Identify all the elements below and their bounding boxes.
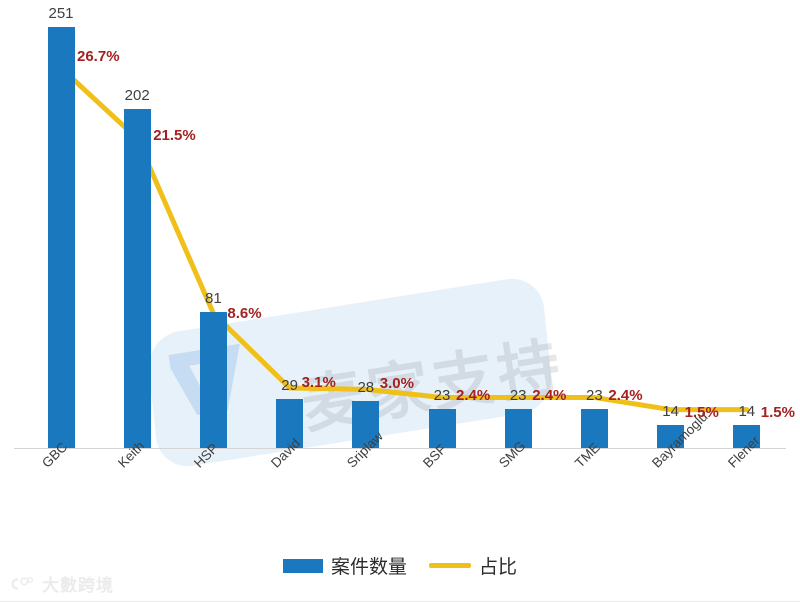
- legend-item-case-count[interactable]: 案件数量: [282, 552, 407, 579]
- percentage-label: 1.5%: [684, 403, 719, 421]
- bar-value-label: 14: [738, 402, 756, 420]
- legend-label: 案件数量: [330, 556, 407, 578]
- bar-smg[interactable]: [504, 409, 532, 448]
- bar-value-label: 23: [586, 387, 603, 405]
- percentage-label: 3.1%: [301, 373, 336, 391]
- percentage-line: [58, 65, 750, 413]
- bar-keith[interactable]: [123, 109, 151, 448]
- bar-bayramoglu[interactable]: [657, 424, 685, 448]
- brand-name: 大數跨境: [42, 576, 114, 596]
- legend-bar-swatch-icon: [282, 558, 323, 573]
- legend-item-percentage[interactable]: 占比: [429, 552, 517, 579]
- bar-hsp[interactable]: [199, 312, 227, 448]
- bar-flener[interactable]: [733, 424, 761, 448]
- bar-gbc[interactable]: [47, 27, 75, 448]
- bar-sriplaw[interactable]: [352, 401, 380, 448]
- percentage-label: 21.5%: [153, 126, 196, 144]
- bar-david[interactable]: [276, 399, 304, 448]
- bar-bsf[interactable]: [428, 409, 456, 448]
- percentage-label: 26.7%: [77, 48, 120, 65]
- bar-value-label: 23: [433, 387, 451, 405]
- x-axis-line: [14, 448, 786, 449]
- bottom-watermark: 大數跨境: [10, 571, 114, 596]
- percentage-label: 3.0%: [379, 375, 414, 393]
- brand-logo-icon: [11, 576, 34, 590]
- legend-label: 占比: [479, 556, 518, 578]
- legend-line-swatch-icon: [429, 563, 471, 568]
- bar-value-label: 14: [662, 402, 679, 420]
- percentage-label: 2.4%: [608, 387, 643, 405]
- percentage-label: 8.6%: [227, 305, 262, 323]
- bar-value-label: 251: [48, 5, 74, 22]
- bar-value-label: 28: [357, 379, 375, 397]
- bar-value-label: 23: [509, 387, 527, 405]
- percentage-label: 2.4%: [456, 387, 491, 405]
- percentage-label: 1.5%: [760, 403, 795, 421]
- bar-value-label: 81: [205, 290, 222, 308]
- bar-value-label: 202: [124, 87, 150, 105]
- chart-legend: 案件数量 占比: [0, 552, 800, 579]
- percentage-label: 2.4%: [532, 387, 567, 405]
- bar-value-label: 29: [281, 377, 298, 395]
- bar-tme[interactable]: [580, 409, 608, 448]
